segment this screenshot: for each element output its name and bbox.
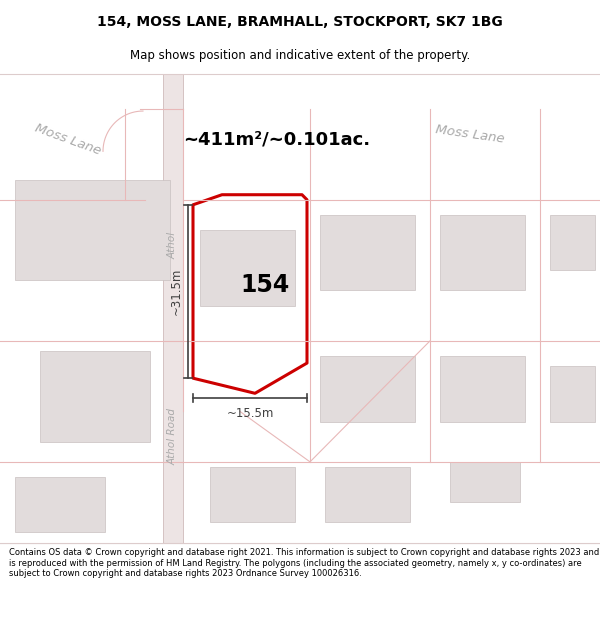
Bar bbox=[320, 215, 415, 291]
Bar bbox=[550, 366, 595, 421]
Bar bbox=[200, 230, 295, 306]
Bar bbox=[15, 477, 105, 532]
Bar bbox=[320, 356, 415, 421]
Text: Map shows position and indicative extent of the property.: Map shows position and indicative extent… bbox=[130, 49, 470, 62]
Text: Moss Lane: Moss Lane bbox=[33, 121, 103, 158]
Text: 154, MOSS LANE, BRAMHALL, STOCKPORT, SK7 1BG: 154, MOSS LANE, BRAMHALL, STOCKPORT, SK7… bbox=[97, 15, 503, 29]
Bar bbox=[440, 215, 525, 291]
Text: Athol Road: Athol Road bbox=[168, 408, 178, 465]
Text: Athol: Athol bbox=[168, 231, 178, 259]
Bar bbox=[440, 356, 525, 421]
Text: 154: 154 bbox=[241, 274, 290, 298]
Bar bbox=[450, 462, 520, 502]
Text: ~31.5m: ~31.5m bbox=[170, 268, 182, 315]
Bar bbox=[210, 467, 295, 522]
Text: ~15.5m: ~15.5m bbox=[226, 407, 274, 420]
Bar bbox=[163, 74, 183, 542]
Bar bbox=[40, 351, 150, 442]
Text: Moss Lane: Moss Lane bbox=[434, 123, 505, 146]
Bar bbox=[325, 467, 410, 522]
Text: Contains OS data © Crown copyright and database right 2021. This information is : Contains OS data © Crown copyright and d… bbox=[9, 548, 599, 578]
Bar bbox=[15, 179, 170, 281]
Bar bbox=[550, 215, 595, 271]
Text: ~411m²/~0.101ac.: ~411m²/~0.101ac. bbox=[183, 130, 370, 148]
